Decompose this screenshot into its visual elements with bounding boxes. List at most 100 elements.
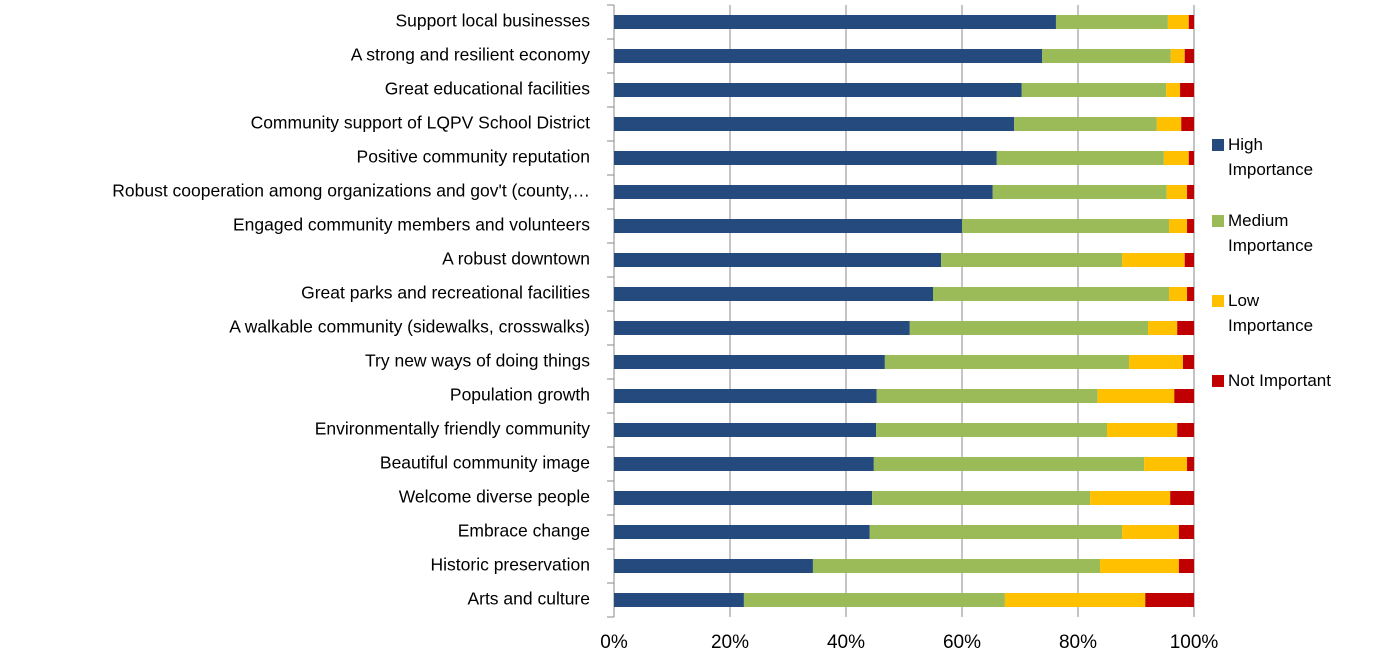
legend-label: Medium Importance — [1228, 211, 1314, 255]
bar-segment — [614, 525, 870, 539]
bar-segment — [1187, 457, 1194, 471]
y-tick-label: Great educational facilities — [385, 79, 590, 99]
bar-segment — [992, 185, 1167, 199]
bar-segment — [1182, 355, 1194, 369]
bar-segment — [1184, 49, 1194, 63]
bar-segment — [614, 457, 874, 471]
y-tick-label: Beautiful community image — [380, 453, 590, 473]
bar-segment — [614, 117, 1015, 131]
bar-segment — [1169, 219, 1188, 233]
bar-segment — [1177, 423, 1194, 437]
bar-segment — [869, 525, 1123, 539]
bar-segment — [1144, 457, 1188, 471]
bar-segment — [1180, 83, 1194, 97]
x-tick-label: 20% — [711, 632, 749, 653]
legend-swatch — [1212, 139, 1224, 151]
bar-segment — [1145, 593, 1194, 607]
bar-segment — [1178, 525, 1194, 539]
bar-segment — [1148, 321, 1178, 335]
bar-segment — [1184, 253, 1194, 267]
legend-swatch — [1212, 215, 1224, 227]
bar-segment — [1042, 49, 1171, 63]
y-tick-label: Arts and culture — [467, 589, 590, 609]
bar-segment — [876, 389, 1098, 403]
bar-segment — [1167, 15, 1189, 29]
bar-segment — [614, 49, 1043, 63]
bar-segment — [614, 185, 993, 199]
bar-segment — [1187, 185, 1194, 199]
bar-segment — [1170, 49, 1185, 63]
x-tick-label: 60% — [943, 632, 981, 653]
bar-segment — [884, 355, 1130, 369]
bar-segment — [1188, 151, 1194, 165]
y-tick-label: Great parks and recreational facilities — [301, 283, 590, 303]
y-tick-label: Welcome diverse people — [399, 487, 590, 507]
x-tick-label: 0% — [600, 632, 628, 653]
bar-segment — [1188, 15, 1194, 29]
bar-segment — [614, 15, 1056, 29]
bar-segment — [614, 355, 885, 369]
x-tick-label: 40% — [827, 632, 865, 653]
bar-segment — [941, 253, 1123, 267]
legend-item: High Importance — [1212, 132, 1340, 182]
bar-segment — [1090, 491, 1171, 505]
bar-segment — [1122, 525, 1179, 539]
legend-item: Not Important — [1212, 368, 1340, 393]
bar-segment — [614, 151, 997, 165]
bar-segment — [614, 287, 933, 301]
bar-segment — [614, 491, 873, 505]
bar-segment — [614, 253, 942, 267]
legend-swatch — [1212, 375, 1224, 387]
bar-segment — [1014, 117, 1157, 131]
bar-segment — [876, 423, 1107, 437]
bar-segment — [614, 559, 813, 573]
bar-segment — [1170, 491, 1194, 505]
bar-segment — [1122, 253, 1185, 267]
bar-segment — [1004, 593, 1146, 607]
y-tick-label: Historic preservation — [431, 555, 591, 575]
bar-segment — [1166, 185, 1188, 199]
y-tick-label: Support local businesses — [395, 11, 590, 31]
y-tick-label: A walkable community (sidewalks, crosswa… — [229, 317, 590, 337]
bar-segment — [1100, 559, 1179, 573]
bar-segment — [962, 219, 1170, 233]
bar-segment — [1129, 355, 1183, 369]
bar-segment — [1021, 83, 1167, 97]
bar-segment — [614, 83, 1022, 97]
bar-segment — [1107, 423, 1178, 437]
bar-segment — [872, 491, 1091, 505]
legend-label: Low Importance — [1228, 291, 1314, 335]
legend-label: Not Important — [1228, 371, 1331, 390]
bar-segment — [614, 321, 910, 335]
y-tick-label: Positive community reputation — [357, 147, 590, 167]
bar-segment — [1177, 321, 1194, 335]
bar-segment — [743, 593, 1005, 607]
legend-item: Low Importance — [1212, 288, 1340, 338]
bar-segment — [614, 389, 877, 403]
bar-segment — [812, 559, 1101, 573]
bar-segment — [933, 287, 1170, 301]
bar-segment — [1181, 117, 1194, 131]
bar-segment — [614, 423, 877, 437]
bar-segment — [1187, 219, 1194, 233]
bar-segment — [873, 457, 1145, 471]
bar-segment — [1156, 117, 1182, 131]
bar-segment — [1166, 83, 1181, 97]
bar-segment — [1163, 151, 1189, 165]
bar-segment — [614, 593, 744, 607]
bar-segment — [1174, 389, 1194, 403]
legend-label: High Importance — [1228, 135, 1314, 179]
bar-segment — [1187, 287, 1194, 301]
bar-segment — [614, 219, 962, 233]
y-tick-label: Population growth — [450, 385, 590, 405]
bar-segment — [909, 321, 1149, 335]
x-tick-label: 80% — [1059, 632, 1097, 653]
y-tick-label: Try new ways of doing things — [365, 351, 590, 371]
y-tick-label: Environmentally friendly community — [315, 419, 590, 439]
bar-segment — [1178, 559, 1194, 573]
y-tick-label: Embrace change — [458, 521, 590, 541]
y-tick-label: A strong and resilient economy — [351, 45, 591, 65]
bar-segment — [996, 151, 1164, 165]
